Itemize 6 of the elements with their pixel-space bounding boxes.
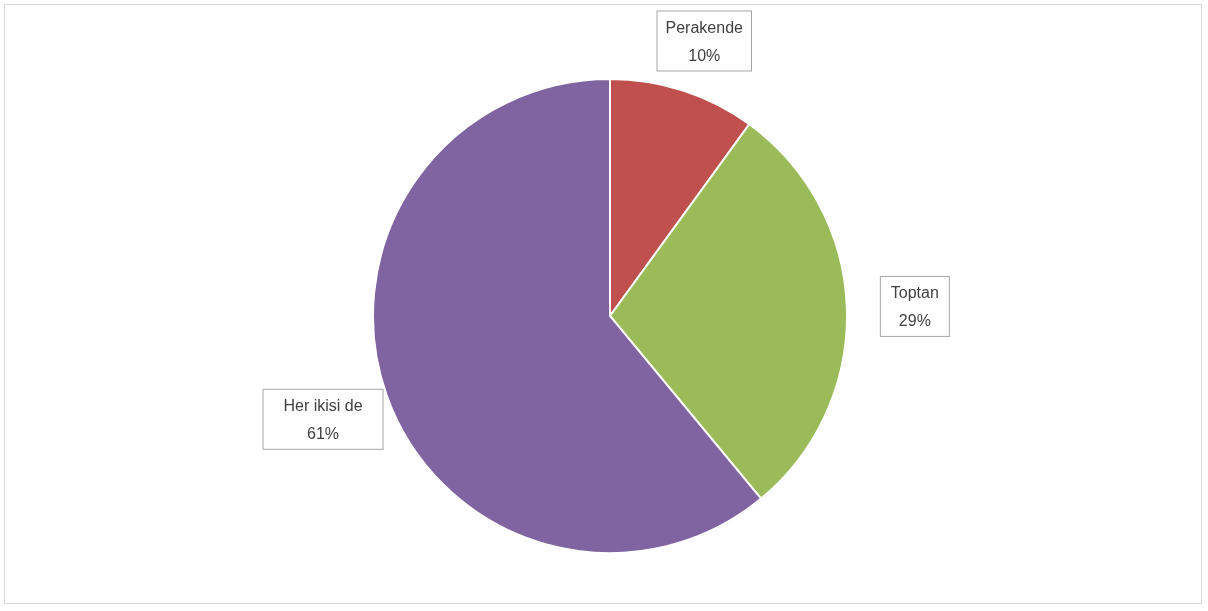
data-label: 10% (688, 47, 721, 64)
data-label: 61% (307, 425, 340, 443)
slice-label: Toptan (890, 284, 939, 302)
slice-label: Her ikisi de (283, 397, 363, 415)
slice-label: Perakende (665, 19, 744, 36)
data-label: 29% (898, 312, 931, 330)
